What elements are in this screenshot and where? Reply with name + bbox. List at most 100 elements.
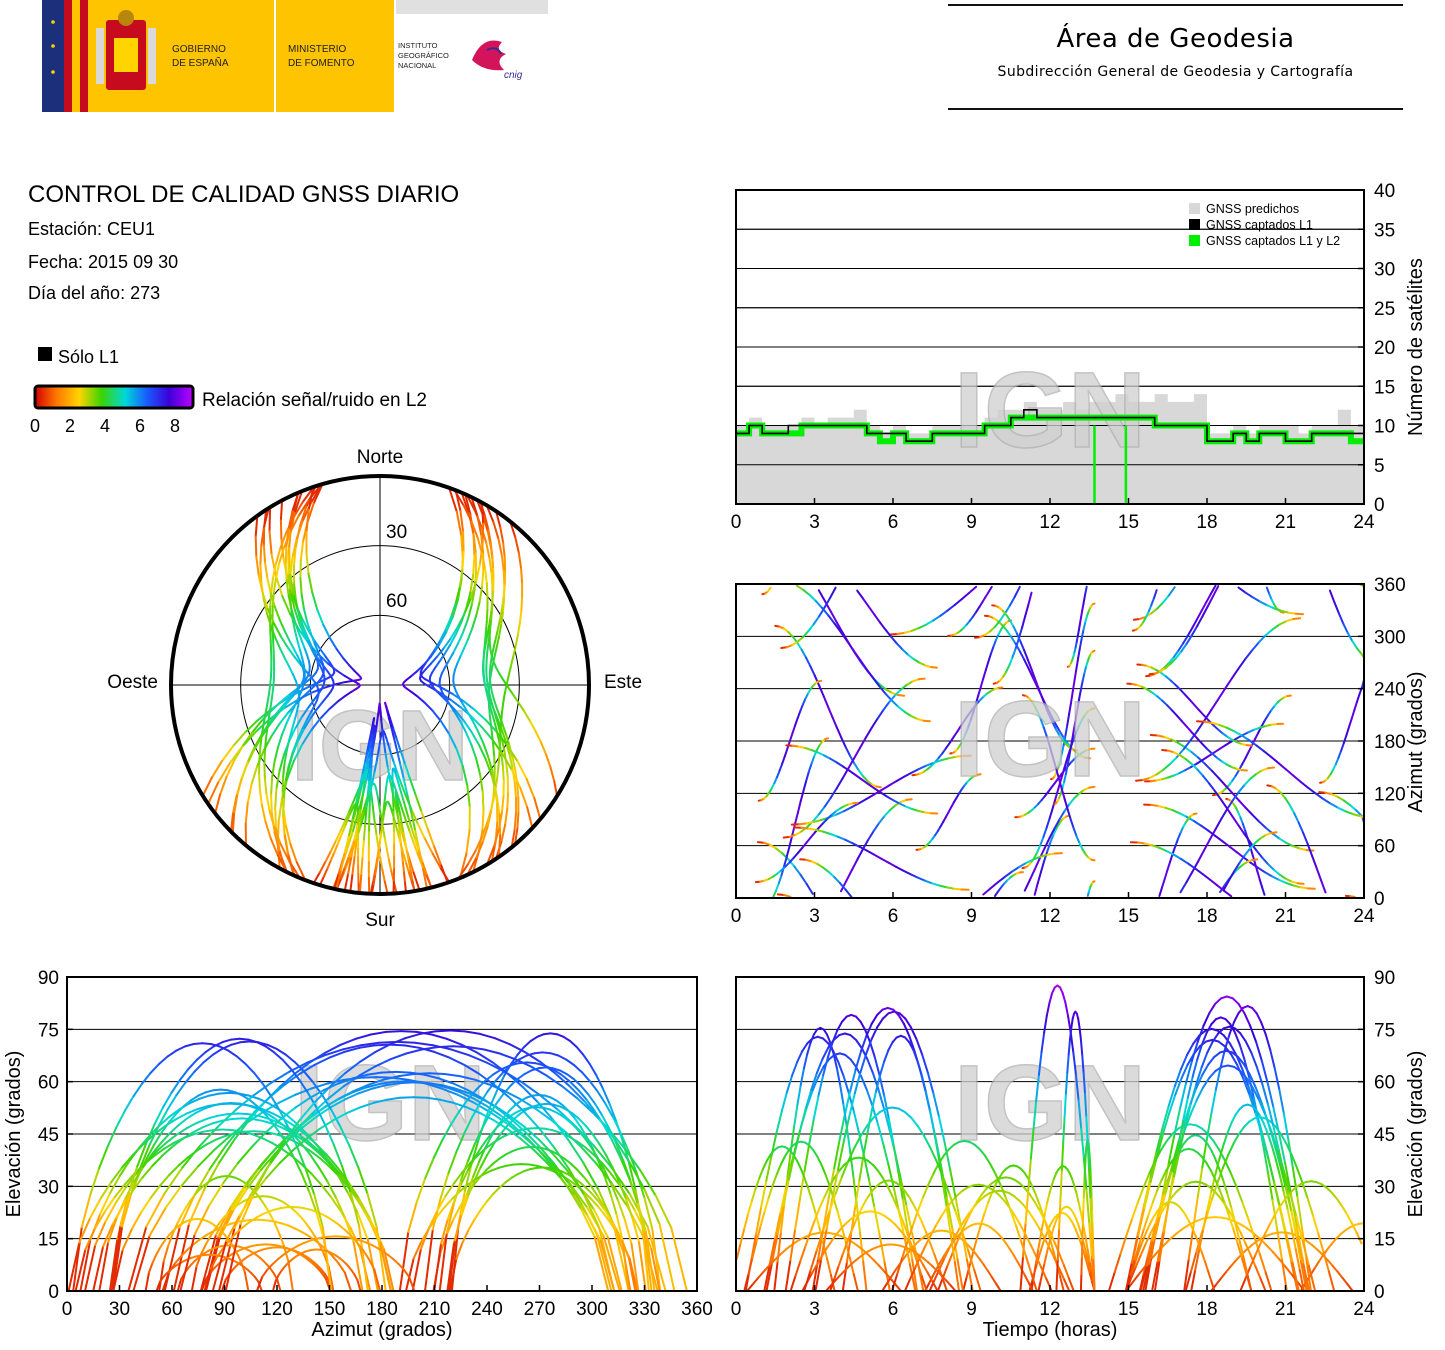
track-segment — [466, 1088, 478, 1101]
track-segment — [358, 1065, 376, 1077]
x-axis-label: Azimut (grados) — [311, 1319, 452, 1341]
track-segment — [860, 1047, 869, 1060]
track-segment — [495, 1106, 512, 1120]
l1-only-label: Sólo L1 — [58, 347, 120, 367]
track-segment — [960, 592, 970, 601]
track-segment — [448, 732, 458, 750]
track-segment — [1013, 1195, 1021, 1202]
track-segment — [456, 613, 466, 629]
track-segment — [213, 1262, 220, 1269]
track-segment — [200, 1243, 207, 1256]
track-segment — [166, 1049, 178, 1058]
track-segment — [908, 1196, 915, 1206]
track-segment — [504, 1150, 514, 1156]
track-segment — [205, 1234, 212, 1246]
track-segment — [1143, 1176, 1152, 1206]
y-tick-label: 25 — [1374, 299, 1395, 320]
y-tick-label: 30 — [38, 1177, 59, 1198]
track-segment — [521, 1085, 539, 1103]
track-segment — [255, 555, 260, 577]
track-segment — [1251, 641, 1261, 652]
track-segment — [466, 604, 473, 622]
track-segment — [178, 1194, 196, 1229]
track-segment — [431, 709, 442, 722]
track-segment — [258, 788, 263, 807]
track-segment — [794, 830, 803, 836]
track-segment — [572, 1078, 582, 1087]
track-segment — [1024, 603, 1030, 618]
track-segment — [1348, 717, 1353, 729]
track-segment — [274, 787, 278, 809]
track-segment — [1345, 726, 1350, 737]
track-segment — [509, 656, 514, 669]
track-segment — [580, 1084, 589, 1096]
track-segment — [1166, 861, 1171, 872]
track-segment — [1012, 625, 1018, 635]
track-segment — [606, 1236, 623, 1292]
track-segment — [379, 831, 383, 841]
track-segment — [452, 1206, 461, 1221]
track-segment — [358, 1224, 369, 1292]
track-segment — [1143, 1181, 1152, 1210]
track-segment — [601, 1114, 611, 1130]
track-segment — [1035, 1074, 1040, 1102]
track-segment — [609, 1193, 618, 1216]
track-segment — [912, 1049, 919, 1063]
track-segment — [1086, 1264, 1091, 1275]
track-segment — [588, 1063, 598, 1077]
track-segment — [903, 629, 913, 634]
track-segment — [470, 743, 478, 760]
track-segment — [394, 823, 399, 833]
track-segment — [1073, 716, 1077, 729]
track-segment — [812, 615, 821, 626]
track-segment — [358, 874, 363, 894]
track-segment — [1151, 691, 1159, 698]
track-segment — [492, 639, 497, 651]
track-segment — [500, 737, 506, 752]
track-segment — [1191, 731, 1199, 740]
track-segment — [94, 1210, 107, 1230]
track-segment — [1341, 1277, 1349, 1286]
track-segment — [1081, 1248, 1087, 1259]
track-segment — [822, 695, 829, 708]
track-segment — [264, 820, 272, 840]
track-segment — [145, 1143, 156, 1160]
y-tick-label: 240 — [1374, 680, 1406, 701]
track-segment — [370, 771, 376, 786]
track-segment — [833, 622, 843, 634]
track-segment — [1148, 1159, 1157, 1175]
track-segment — [1043, 1236, 1051, 1249]
track-segment — [342, 680, 353, 684]
track-segment — [776, 893, 786, 896]
track-segment — [200, 1278, 207, 1292]
track-segment — [1337, 806, 1347, 813]
track-segment — [483, 1102, 493, 1122]
track-segment — [604, 1102, 615, 1119]
track-segment — [1059, 1168, 1063, 1200]
track-segment — [155, 1280, 161, 1292]
track-segment — [903, 710, 912, 717]
track-segment — [1195, 1124, 1203, 1130]
track-segment — [1037, 1248, 1043, 1259]
track-segment — [291, 673, 297, 682]
track-segment — [331, 1254, 340, 1265]
track-segment — [480, 534, 485, 555]
track-segment — [453, 711, 462, 723]
y-axis-label: Azimut (grados) — [1405, 671, 1427, 812]
track-segment — [440, 1218, 449, 1245]
track-segment — [467, 1142, 476, 1162]
track-segment — [1059, 752, 1063, 763]
track-segment — [365, 793, 369, 811]
track-segment — [369, 739, 374, 749]
track-segment — [610, 1182, 629, 1208]
track-segment — [1247, 744, 1253, 753]
track-segment — [398, 809, 402, 819]
track-segment — [531, 1094, 540, 1097]
track-segment — [1086, 1248, 1091, 1265]
track-segment — [481, 809, 485, 832]
track-segment — [833, 1265, 840, 1280]
track-segment — [517, 1061, 529, 1065]
track-segment — [920, 1073, 927, 1093]
track-segment — [449, 1258, 458, 1292]
track-segment — [252, 1130, 264, 1133]
